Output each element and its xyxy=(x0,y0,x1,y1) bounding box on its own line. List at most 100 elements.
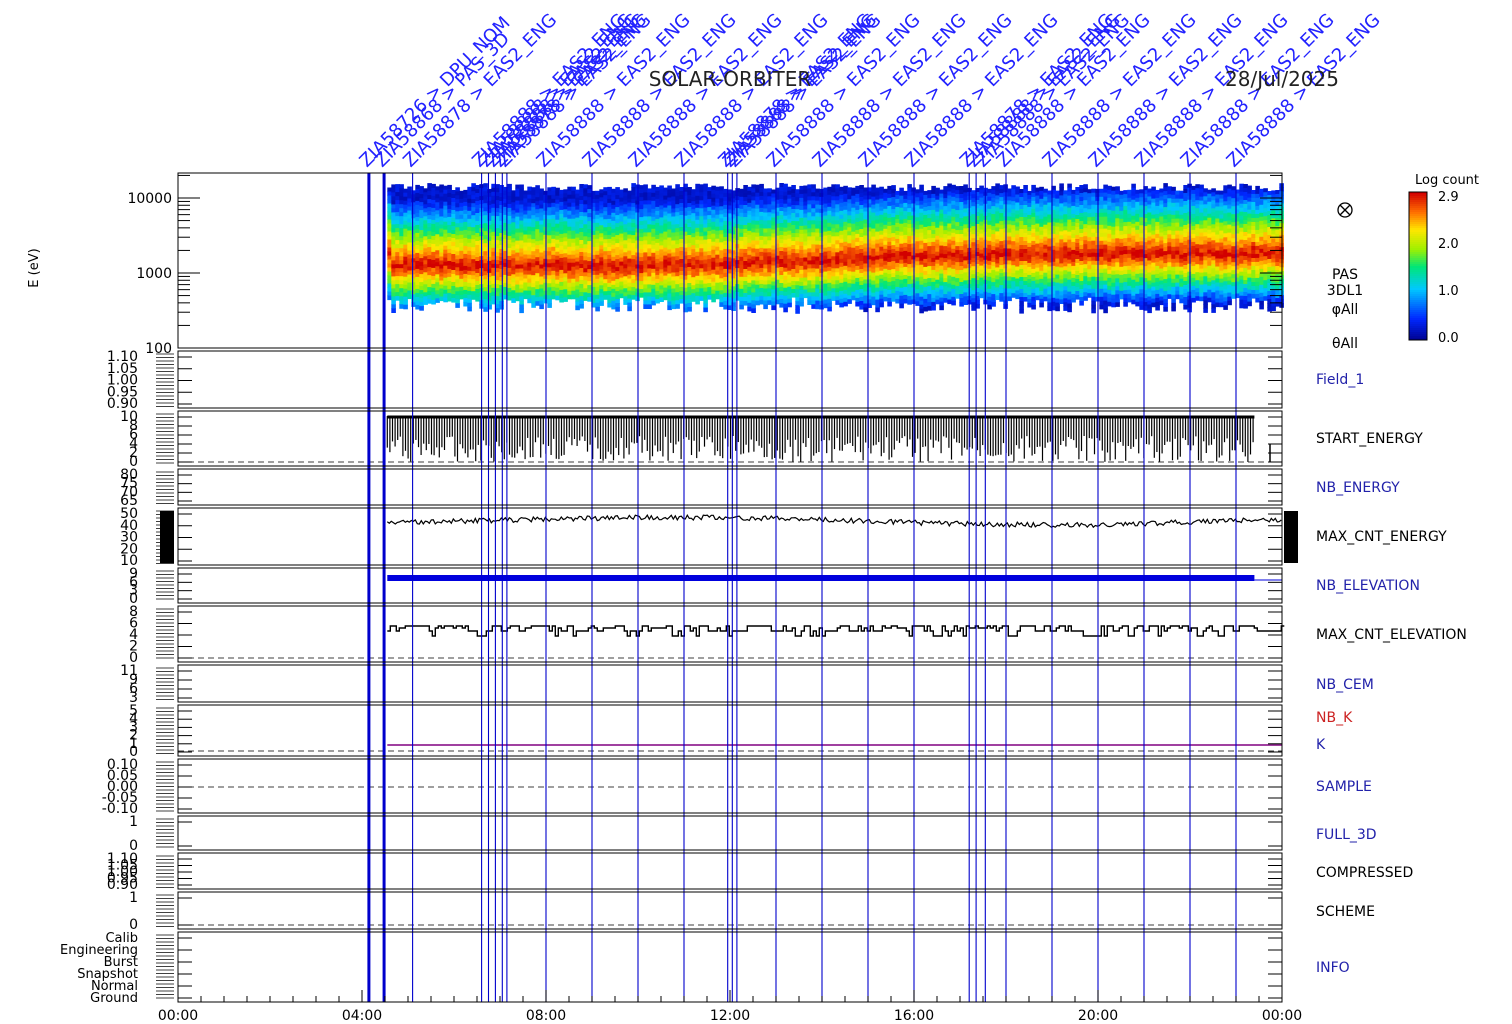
spectrogram-cell xyxy=(839,286,844,292)
spectrogram-cell xyxy=(407,218,412,224)
spectrogram-cell xyxy=(999,197,1004,202)
spectrogram-cell xyxy=(743,293,748,298)
spectrogram-cell xyxy=(687,299,692,304)
spectrogram-cell xyxy=(1031,272,1036,278)
spectrogram-cell xyxy=(623,192,628,197)
spectrogram-cell xyxy=(671,208,676,214)
spectrogram-cell xyxy=(419,238,424,243)
spectrogram-cell xyxy=(515,216,520,222)
spectrogram-cell xyxy=(503,238,508,244)
spectrogram-cell xyxy=(431,235,436,241)
spectrogram-cell xyxy=(783,291,788,297)
spectrogram-cell xyxy=(427,219,432,224)
spectrogram-cell xyxy=(963,288,968,293)
spectrogram-cell xyxy=(607,250,612,256)
spectrogram-cell xyxy=(519,260,524,266)
spectrogram-cell xyxy=(511,234,516,239)
spectrogram-cell xyxy=(643,240,648,245)
spectrogram-cell xyxy=(427,259,432,264)
spectrogram-cell xyxy=(775,207,780,213)
spectrogram-cell xyxy=(735,216,740,221)
spectrogram-cell xyxy=(575,289,580,295)
spectrogram-cell xyxy=(787,230,792,236)
spectrogram-cell xyxy=(587,297,592,302)
spectrogram-cell xyxy=(683,307,688,313)
spectrogram-cell xyxy=(1047,206,1052,212)
spectrogram-cell xyxy=(863,255,868,261)
spectrogram-cell xyxy=(963,232,968,237)
spectrogram-cell xyxy=(1043,280,1048,286)
spectrogram-cell xyxy=(811,192,816,197)
spectrogram-cell xyxy=(787,302,792,308)
spectrogram-cell xyxy=(979,193,984,199)
spectrogram-cell xyxy=(711,269,716,275)
spectrogram-cell xyxy=(843,185,848,191)
spectrogram-cell xyxy=(671,300,676,306)
spectrogram-cell xyxy=(423,240,428,245)
spectrogram-cell xyxy=(959,194,964,199)
spectrogram-cell xyxy=(1031,296,1036,302)
spectrogram-cell xyxy=(395,264,400,269)
spectrogram-cell xyxy=(615,267,620,272)
spectrogram-cell xyxy=(579,272,584,277)
spectrogram-cell xyxy=(667,229,672,235)
spectrogram-cell xyxy=(995,199,1000,204)
spectrogram-cell xyxy=(539,280,544,286)
spectrogram-cell xyxy=(815,208,820,214)
spectrogram-cell xyxy=(695,215,700,221)
spectrogram-cell xyxy=(663,207,668,213)
spectrogram-cell xyxy=(931,213,936,219)
spectrogram-cell xyxy=(539,232,544,238)
spectrogram-cell xyxy=(647,272,652,277)
spectrogram-cell xyxy=(483,187,488,192)
spectrogram-cell xyxy=(595,218,600,224)
spectrogram-cell xyxy=(923,270,928,276)
spectrogram-cell xyxy=(487,196,492,202)
spectrogram-cell xyxy=(751,204,756,209)
spectrogram-cell xyxy=(623,280,628,285)
spectrogram-cell xyxy=(459,286,464,292)
spectrogram-cell xyxy=(847,279,852,284)
spectrogram-cell xyxy=(415,196,420,202)
spectrogram-cell xyxy=(739,224,744,230)
spectrogram-cell xyxy=(887,297,892,303)
spectrogram-cell xyxy=(491,271,496,277)
spectrogram-cell xyxy=(1051,305,1056,311)
spectrogram-cell xyxy=(871,212,876,218)
spectrogram-cell xyxy=(715,198,720,204)
spectrogram-cell xyxy=(843,265,848,271)
spectrogram-cell xyxy=(443,241,448,247)
spectrogram-cell xyxy=(527,194,532,200)
spectrogram-cell xyxy=(659,261,664,266)
spectrogram-cell xyxy=(735,232,740,237)
spectrogram-cell xyxy=(707,271,712,276)
spectrogram-cell xyxy=(439,288,444,294)
spectrogram-cell xyxy=(799,297,804,303)
spectrogram-cell xyxy=(919,184,924,190)
spectrogram-cell xyxy=(771,213,776,219)
spectrogram-cell xyxy=(683,219,688,225)
spectrogram-cell xyxy=(995,231,1000,236)
spectrogram-cell xyxy=(463,245,468,251)
spectrogram-cell xyxy=(987,200,992,206)
spectrogram-cell xyxy=(875,247,880,253)
spectrogram-cell xyxy=(615,215,620,220)
spectrogram-cell xyxy=(679,191,684,196)
spectrogram-cell xyxy=(703,231,708,237)
spectrogram-cell xyxy=(503,230,508,236)
spectrogram-cell xyxy=(735,268,740,273)
spectrogram-cell xyxy=(727,265,732,270)
spectrogram-cell xyxy=(1035,271,1040,277)
spectrogram-cell xyxy=(423,280,428,285)
spectrogram-cell xyxy=(627,242,632,248)
spectrogram-cell xyxy=(863,235,868,241)
spectrogram-cell xyxy=(835,276,840,281)
spectrogram-cell xyxy=(795,297,800,302)
spectrogram-cell xyxy=(1015,210,1020,216)
spectrogram-cell xyxy=(547,239,552,244)
spectrogram-cell xyxy=(467,214,472,220)
spectrogram-cell xyxy=(487,200,492,206)
spectrogram-cell xyxy=(847,199,852,204)
spectrogram-cell xyxy=(843,209,848,215)
spectrogram-cell xyxy=(783,187,788,193)
